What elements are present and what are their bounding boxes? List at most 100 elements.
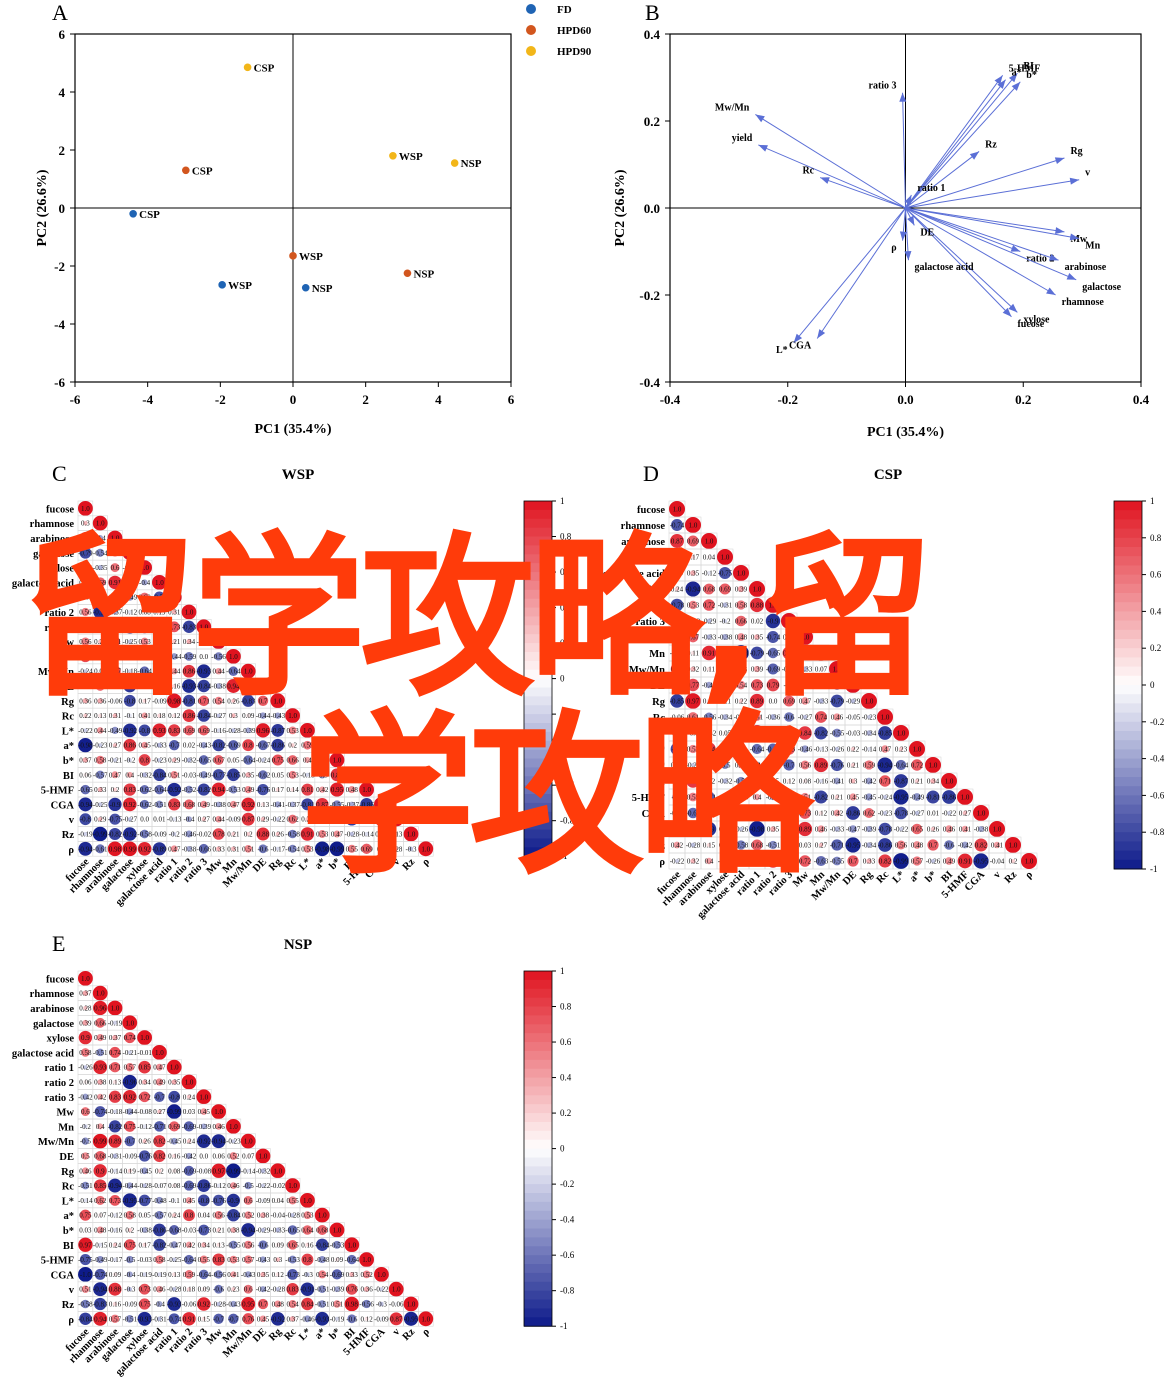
column-label: Rg: [858, 869, 875, 886]
correlation-circle: [123, 738, 137, 752]
row-label: xylose: [47, 564, 75, 575]
correlation-value: 0.7: [259, 697, 268, 705]
colorbar-segment: [524, 660, 552, 671]
correlation-value: -0.93: [197, 668, 212, 676]
loading-vector: [905, 179, 1080, 209]
vector-arrowhead: [1011, 81, 1021, 91]
row-label: ratio 1: [45, 1063, 74, 1074]
correlation-circle: [171, 609, 177, 615]
correlation-value: 0.69: [719, 586, 732, 594]
correlation-value: 0.07: [242, 1153, 255, 1161]
correlation-value: -0.98: [734, 650, 749, 658]
correlation-circle: [123, 783, 136, 796]
vector-arrowhead: [1069, 177, 1080, 185]
correlation-value: -0.76: [830, 762, 845, 770]
correlation-value: 0.04: [124, 579, 137, 587]
correlation-value: 0.51: [799, 794, 812, 802]
colorbar-segment: [524, 678, 552, 688]
correlation-value: 0.98: [109, 845, 122, 853]
point-label: WSP: [228, 280, 252, 292]
correlation-circle: [345, 812, 359, 826]
correlation-value: 0.38: [257, 1212, 270, 1220]
correlation-value: 0.09: [109, 1271, 122, 1279]
correlation-value: -0.23: [152, 757, 167, 765]
correlation-circle: [168, 621, 180, 633]
correlation-value: -0.58: [78, 1301, 93, 1309]
correlation-circle: [301, 798, 314, 811]
correlation-value: -0.86: [359, 801, 374, 809]
colorbar-segment: [1114, 501, 1142, 511]
correlation-value: 1.0: [865, 698, 874, 706]
colorbar-segment: [524, 705, 552, 715]
correlation-circle: [361, 843, 372, 854]
correlation-value: 0.0: [769, 698, 778, 706]
colorbar-segment: [524, 643, 552, 653]
correlation-value: 1.0: [273, 697, 282, 705]
correlation-circle: [137, 841, 152, 856]
correlation-value: 0.38: [94, 1079, 107, 1087]
correlation-value: 0.13: [212, 1241, 225, 1249]
correlation-value: -0.44: [750, 762, 765, 770]
colorbar-segment: [1114, 519, 1142, 530]
colorbar-segment: [524, 776, 552, 786]
row-label: v: [660, 825, 666, 836]
correlation-value: 0.35: [687, 570, 700, 578]
correlation-value: -0.34: [862, 842, 877, 850]
colorbar-segment: [524, 802, 552, 813]
correlation-value: 0.49: [94, 1034, 107, 1042]
correlation-value: 0.59: [183, 1271, 196, 1279]
correlation-circle: [274, 801, 281, 808]
correlation-value: 0.84: [703, 746, 716, 754]
correlation-value: 0.17: [687, 554, 700, 562]
colorbar-segment: [524, 714, 552, 724]
correlation-circle: [122, 619, 137, 634]
row-label: b*: [63, 1226, 74, 1237]
correlation-value: 0.34: [183, 638, 196, 646]
correlation-value: -0.13: [167, 816, 182, 824]
correlation-circle: [240, 663, 256, 679]
correlation-value: -0.38: [182, 845, 197, 853]
correlation-circle: [97, 535, 104, 541]
correlation-circle: [112, 683, 118, 689]
correlation-value: 0.24: [671, 586, 684, 594]
colorbar-segment: [524, 1317, 552, 1327]
correlation-value: 0.82: [975, 842, 988, 850]
correlation-circle: [669, 613, 685, 629]
correlation-value: 1.0: [259, 683, 268, 691]
correlation-value: 1.0: [407, 831, 416, 839]
correlation-value: 0.58: [124, 1212, 137, 1220]
colorbar-segment: [524, 758, 552, 768]
vector-arrowhead: [1010, 245, 1021, 252]
correlation-value: 0.69: [687, 538, 700, 546]
correlation-value: 0.45: [138, 742, 151, 750]
correlation-value: 0.27: [198, 816, 211, 824]
correlation-value: -0.51: [123, 1315, 138, 1323]
correlation-circle: [669, 501, 685, 517]
correlation-value: -0.17: [271, 845, 286, 853]
correlation-value: -0.06: [389, 1301, 404, 1309]
column-label: a*: [908, 869, 923, 884]
correlation-value: 1.0: [737, 570, 746, 578]
correlation-value: 0.88: [257, 831, 270, 839]
correlation-value: 0.93: [94, 1064, 107, 1072]
correlation-value: 0.65: [911, 826, 924, 834]
correlation-value: -0.76: [137, 1153, 152, 1161]
correlation-circle: [304, 757, 311, 763]
colorbar-segment: [524, 1299, 552, 1309]
correlation-value: -0.32: [108, 683, 123, 691]
row-label: L*: [653, 729, 665, 740]
correlation-value: -0.95: [894, 794, 909, 802]
correlation-value: 0.89: [751, 698, 764, 706]
correlation-value: -0.25: [686, 762, 701, 770]
correlation-value: 0.75: [124, 1241, 137, 1249]
correlation-value: 0.73: [168, 623, 181, 631]
correlation-value: 1.0: [96, 990, 105, 998]
correlation-value: 0.51: [168, 771, 181, 779]
vector-arrowhead: [1055, 227, 1065, 235]
correlation-value: 0.79: [783, 826, 796, 834]
x-tick-label: -0.2: [777, 392, 798, 407]
colorbar-segment: [1114, 832, 1142, 842]
correlation-value: 0.4: [753, 794, 762, 802]
column-label: L*: [297, 857, 313, 873]
correlation-circle: [127, 713, 132, 718]
